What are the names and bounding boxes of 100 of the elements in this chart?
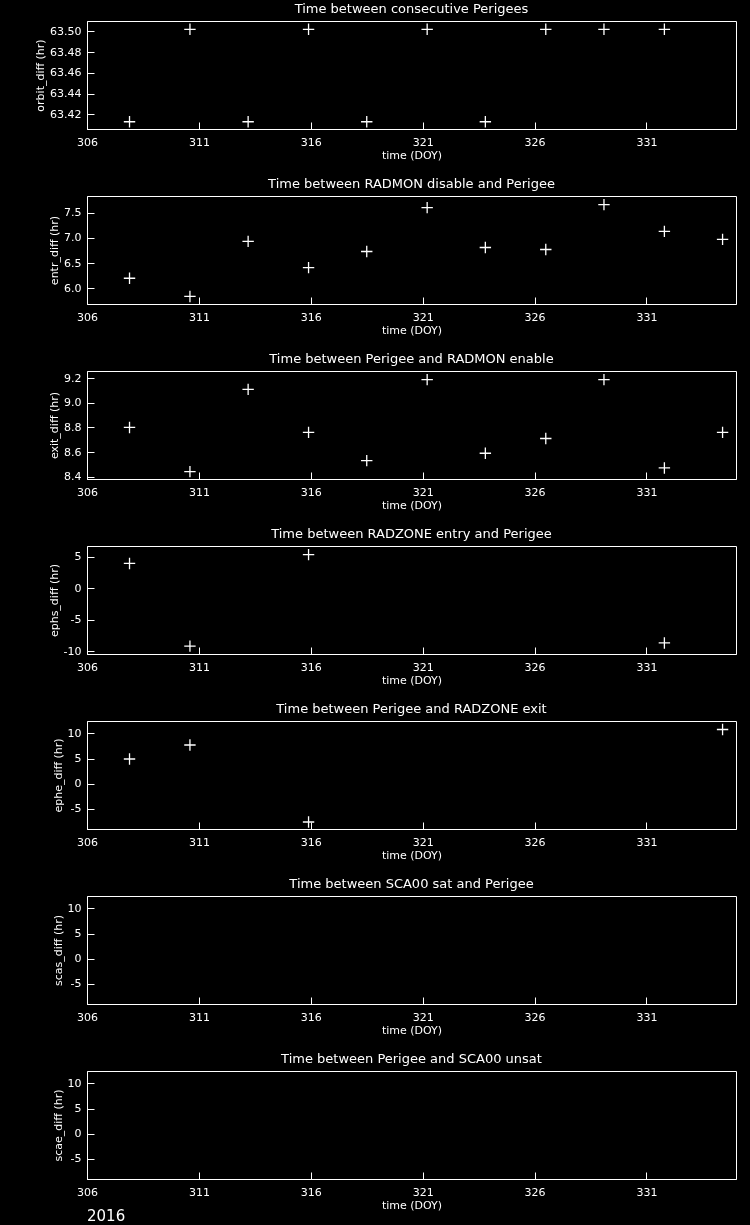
chart-title: Time between consecutive Perigees <box>293 1 529 16</box>
point <box>479 446 492 460</box>
y-tick-label: 9.2 <box>64 371 82 385</box>
y-axis-title: ephe_diff (hr) <box>51 738 65 813</box>
x-tick-label: 321 <box>412 135 434 149</box>
chart-title: Time between Perigee and SCA00 unsat <box>280 1051 542 1066</box>
point <box>183 290 197 303</box>
x-tick-label: 331 <box>636 1185 658 1199</box>
x-tick-label: 311 <box>188 310 210 324</box>
y-axis-title: exit_diff (hr) <box>48 391 62 460</box>
point <box>302 261 315 275</box>
point <box>123 421 136 434</box>
x-tick-label: 326 <box>524 1185 546 1199</box>
y-tick-label: 5 <box>74 927 82 940</box>
y-tick-label: 63.50 <box>50 24 82 38</box>
x-tick-label: 321 <box>412 1185 434 1199</box>
x-tick-label: 316 <box>300 485 322 499</box>
x-tick-label: 326 <box>524 1010 546 1024</box>
point <box>716 723 729 736</box>
point <box>658 636 671 650</box>
point <box>123 271 136 285</box>
y-tick-label: -5 <box>70 613 82 627</box>
x-tick-label: 326 <box>524 485 546 499</box>
y-tick-label: 63.44 <box>50 87 82 101</box>
point <box>658 224 671 238</box>
x-axis-title: time (DOY) <box>381 848 443 862</box>
x-tick-label: 306 <box>77 660 98 674</box>
x-tick-label: 326 <box>524 660 546 674</box>
x-tick-label: 311 <box>188 485 210 499</box>
y-tick-label: 0 <box>74 777 82 790</box>
point <box>183 738 197 752</box>
x-tick-label: 311 <box>188 135 210 149</box>
y-tick-label: -5 <box>70 1152 82 1165</box>
x-tick-label: 306 <box>77 835 98 849</box>
x-axis-title: time (DOY) <box>381 1198 443 1212</box>
x-axis-title: time (DOY) <box>381 498 443 512</box>
y-tick-label: -5 <box>70 977 82 990</box>
point <box>241 383 255 396</box>
chart-title: Time between Perigee and RADZONE exit <box>275 701 547 716</box>
x-tick-label: 331 <box>636 135 658 149</box>
x-tick-label: 316 <box>300 835 322 849</box>
x-tick-label: 326 <box>524 835 546 849</box>
point <box>597 373 611 386</box>
y-tick-label: 7.0 <box>64 231 82 245</box>
y-axis-title: ephs_diff (hr) <box>47 563 61 638</box>
y-tick-label: 63.46 <box>50 66 82 80</box>
y-tick-label: -10 <box>63 644 82 658</box>
y-tick-label: 5 <box>74 752 82 765</box>
x-tick-label: 331 <box>636 1010 658 1024</box>
y-tick-label: 5 <box>74 550 82 564</box>
x-tick-label: 306 <box>77 485 98 499</box>
x-tick-label: 316 <box>300 660 322 674</box>
y-axis-title: orbit_diff (hr) <box>34 39 48 112</box>
point <box>183 639 197 653</box>
text: 2016 <box>87 1207 126 1225</box>
point <box>302 815 315 829</box>
x-tick-label: 316 <box>300 1185 322 1199</box>
y-tick-label: 0 <box>74 581 82 595</box>
x-axis-title: time (DOY) <box>381 1023 443 1037</box>
x-tick-label: 326 <box>524 310 546 324</box>
point <box>658 461 671 475</box>
y-axis-title: entr_diff (hr) <box>48 215 62 286</box>
x-tick-label: 321 <box>412 310 434 324</box>
y-tick-label: 6.0 <box>64 281 82 295</box>
point <box>597 198 611 211</box>
x-tick-label: 331 <box>636 835 658 849</box>
point <box>539 243 553 256</box>
y-tick-label: 8.6 <box>64 445 82 459</box>
x-tick-label: 311 <box>188 1010 210 1024</box>
x-axis-title: time (DOY) <box>381 323 443 337</box>
y-tick-label: 10 <box>67 902 82 915</box>
y-axis-title: scas_diff (hr) <box>51 915 65 986</box>
point <box>302 548 315 561</box>
y-tick-label: 0 <box>74 1127 82 1140</box>
x-tick-label: 316 <box>300 310 322 324</box>
point <box>539 432 553 445</box>
y-tick-label: 9.0 <box>64 396 82 410</box>
x-tick-label: 321 <box>412 1010 434 1024</box>
point <box>183 465 197 478</box>
point <box>302 426 315 439</box>
x-tick-label: 316 <box>300 135 322 149</box>
point <box>716 233 729 246</box>
x-tick-label: 311 <box>188 835 210 849</box>
point <box>420 373 434 386</box>
x-tick-label: 311 <box>188 660 210 674</box>
y-tick-label: 8.4 <box>64 470 82 484</box>
y-tick-label: 63.42 <box>50 107 82 121</box>
point <box>360 245 374 258</box>
x-tick-label: 311 <box>188 1185 210 1199</box>
y-tick-label: 10 <box>67 1077 82 1090</box>
chart-title: Time between Perigee and RADMON enable <box>268 351 554 366</box>
y-tick-label: 7.5 <box>64 206 82 220</box>
y-tick-label: 6.5 <box>64 256 82 270</box>
point <box>360 454 374 467</box>
x-axis-title: time (DOY) <box>381 148 443 162</box>
y-tick-label: -5 <box>70 802 82 815</box>
chart-title: Time between RADZONE entry and Perigee <box>270 526 552 541</box>
x-axis-title: time (DOY) <box>381 673 443 687</box>
x-tick-label: 321 <box>412 485 434 499</box>
y-tick-label: 63.48 <box>50 45 82 59</box>
